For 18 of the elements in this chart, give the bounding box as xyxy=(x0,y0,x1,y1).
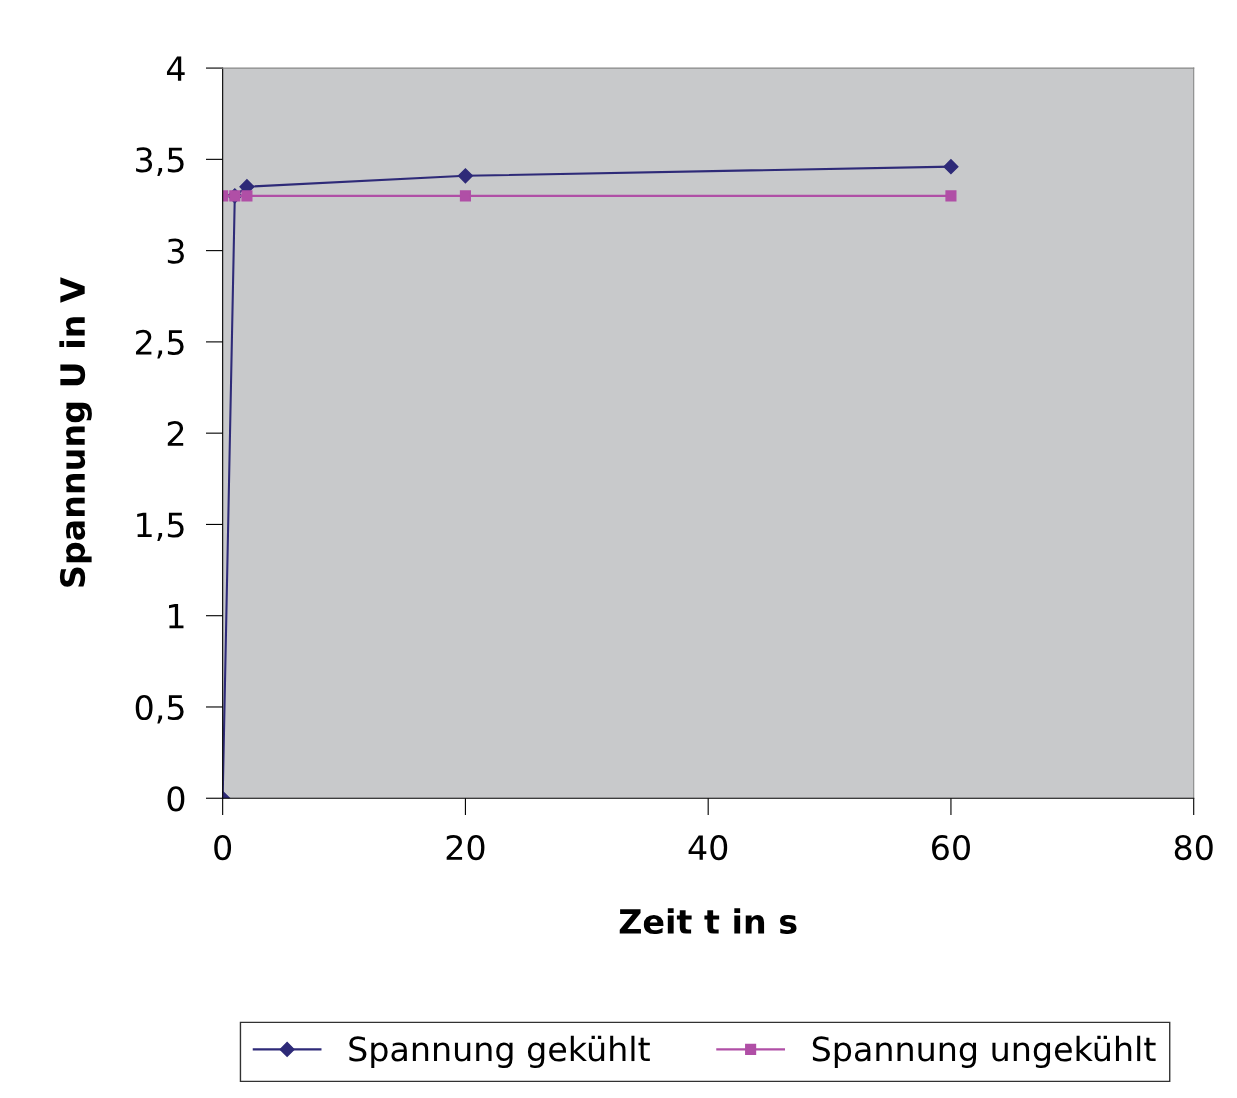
x-tick-label: 20 xyxy=(446,834,485,861)
x-tick-label: 80 xyxy=(1174,834,1213,861)
y-tick-label: 3 xyxy=(167,238,184,264)
legend-label: Spannung gekühlt xyxy=(349,1035,650,1068)
y-tick-label: 4 xyxy=(166,56,185,81)
y-tick-label: 2,5 xyxy=(135,329,184,359)
legend-label: Spannung ungekühlt xyxy=(812,1035,1156,1068)
y-tick-label: 1,5 xyxy=(137,512,184,541)
x-axis-title: Zeit t in s xyxy=(619,908,797,935)
y-tick-label: 0,5 xyxy=(135,694,184,724)
y-tick-label: 0 xyxy=(167,786,185,812)
x-tick-label: 0 xyxy=(214,834,232,861)
y-axis-title: Spannung U in V xyxy=(59,277,92,587)
x-tick-label: 40 xyxy=(688,834,728,861)
y-tick-label: 3,5 xyxy=(136,147,184,176)
x-tick-label: 60 xyxy=(932,834,970,861)
y-tick-label: 2 xyxy=(167,421,184,446)
y-tick-label: 1 xyxy=(169,604,184,629)
